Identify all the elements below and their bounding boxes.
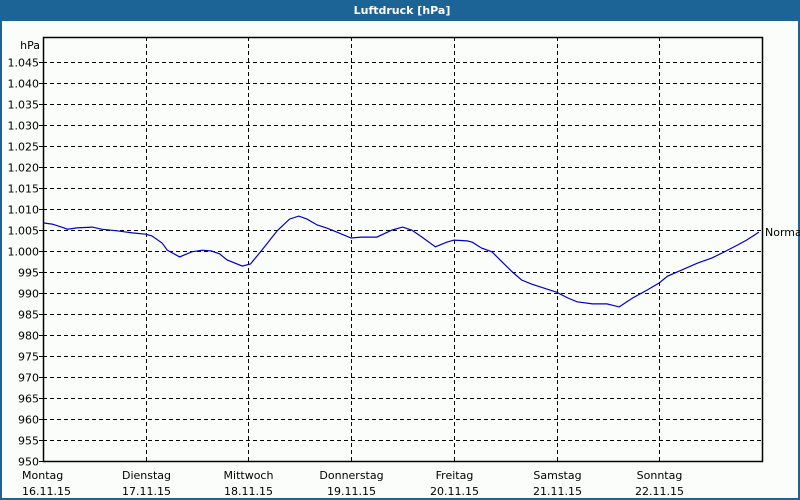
y-tick-label: 1.010 — [8, 204, 40, 217]
y-tick-label: 980 — [18, 330, 39, 343]
x-tick-day: Dienstag — [122, 469, 171, 482]
x-tick-day: Freitag — [436, 469, 474, 482]
y-tick-label: 995 — [18, 267, 39, 280]
y-tick-label: 1.020 — [8, 162, 40, 175]
x-tick-day: Montag — [22, 469, 63, 482]
y-tick-label: 950 — [18, 456, 39, 469]
x-tick-date: 22.11.15 — [635, 485, 684, 498]
y-tick-label: 990 — [18, 288, 39, 301]
x-tick-date: 20.11.15 — [430, 485, 479, 498]
y-tick-label: 1.000 — [8, 246, 40, 259]
x-tick-date: 16.11.15 — [22, 485, 71, 498]
y-tick-label: 1.005 — [8, 225, 40, 238]
x-tick-day: Mittwoch — [224, 469, 274, 482]
y-tick-label: 970 — [18, 372, 39, 385]
x-tick-day: Donnerstag — [319, 469, 383, 482]
y-tick-label: 985 — [18, 309, 39, 322]
y-tick-label: 1.025 — [8, 141, 40, 154]
y-tick-label: 965 — [18, 393, 39, 406]
normal-label: Normal — [765, 226, 800, 239]
y-tick-label: 1.040 — [8, 78, 40, 91]
y-tick-label: 960 — [18, 414, 39, 427]
x-tick-date: 19.11.15 — [327, 485, 376, 498]
x-tick-date: 21.11.15 — [533, 485, 582, 498]
x-tick-day: Samstag — [533, 469, 581, 482]
y-tick-label: 1.030 — [8, 120, 40, 133]
x-tick-date: 18.11.15 — [224, 485, 273, 498]
y-tick-label: 955 — [18, 435, 39, 448]
window-title: Luftdruck [hPa] — [2, 0, 800, 21]
plot-frame — [42, 36, 764, 463]
y-tick-label: 1.035 — [8, 99, 40, 112]
x-tick-day: Sonntag — [637, 469, 683, 482]
y-tick-label: 1.015 — [8, 183, 40, 196]
y-axis-label: hPa — [20, 39, 40, 52]
y-tick-label: 975 — [18, 351, 39, 364]
pressure-line — [42, 215, 760, 308]
x-tick-date: 17.11.15 — [122, 485, 171, 498]
y-tick-label: 1.045 — [8, 57, 40, 70]
